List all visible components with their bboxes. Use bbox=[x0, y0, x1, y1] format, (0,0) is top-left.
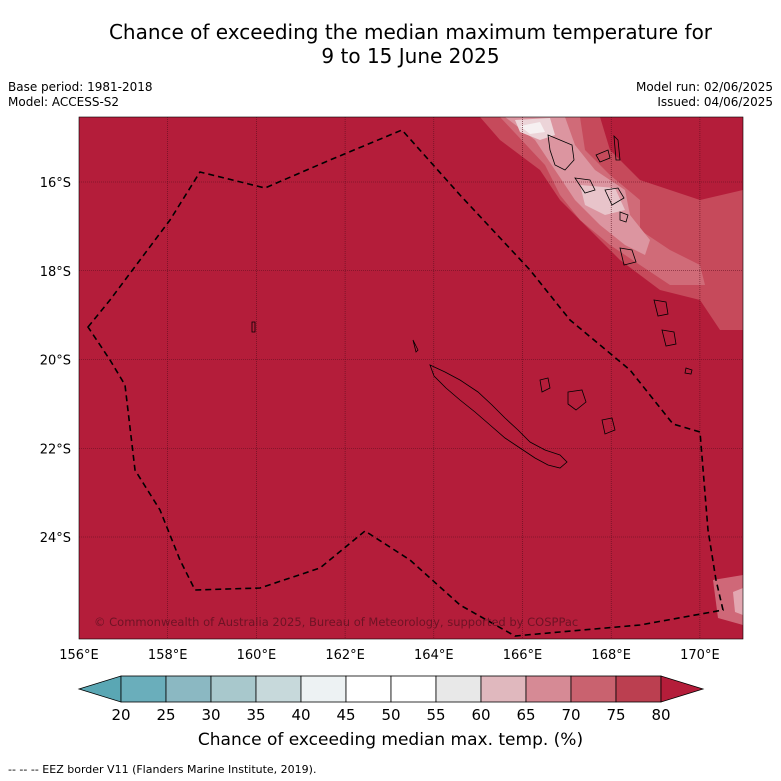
lat-tick-label: 22°S bbox=[40, 442, 71, 457]
colorbar-segment bbox=[435, 675, 482, 703]
anomaly-sw-corner-inner bbox=[733, 588, 743, 615]
lon-tick-label: 160°E bbox=[237, 648, 277, 663]
base-period: Base period: 1981-2018 bbox=[8, 80, 153, 94]
colorbar-tick-label: 55 bbox=[426, 706, 445, 724]
model-name: Model: ACCESS-S2 bbox=[8, 95, 120, 109]
colorbar-segment bbox=[120, 675, 167, 703]
colorbar-segment bbox=[210, 675, 257, 703]
colorbar-tick-label: 65 bbox=[516, 706, 535, 724]
lon-tick-label: 170°E bbox=[680, 648, 720, 663]
new-caledonia-grande-terre bbox=[429, 364, 568, 469]
base-info: Base period: 1981-2018 Model: ACCESS-S2 bbox=[8, 80, 153, 110]
colorbar-segment bbox=[480, 675, 527, 703]
title-line-1: Chance of exceeding the median maximum t… bbox=[108, 20, 713, 44]
small-island-west bbox=[251, 321, 419, 353]
colorbar-segment bbox=[345, 675, 392, 703]
lat-tick-label: 18°S bbox=[40, 265, 71, 280]
colorbar-tick-label: 50 bbox=[381, 706, 400, 724]
lon-tick-label: 156°E bbox=[59, 648, 99, 663]
colorbar-tick-label: 60 bbox=[471, 706, 490, 724]
eez-border bbox=[87, 129, 724, 637]
colorbar-tick-label: 25 bbox=[156, 706, 175, 724]
colorbar-min-arrow bbox=[77, 675, 122, 703]
anomaly-core-50 bbox=[520, 122, 545, 134]
colorbar-tick-label: 20 bbox=[111, 706, 130, 724]
lon-tick-label: 166°E bbox=[503, 648, 543, 663]
vanuatu-islands bbox=[547, 134, 693, 375]
colorbar-tick-label: 35 bbox=[246, 706, 265, 724]
run-info: Model run: 02/06/2025 Issued: 04/06/2025 bbox=[636, 80, 773, 110]
lat-tick-label: 16°S bbox=[40, 176, 71, 191]
title-line-2: 9 to 15 June 2025 bbox=[321, 44, 500, 68]
colorbar-tick-label: 75 bbox=[606, 706, 625, 724]
colorbar-segment bbox=[615, 675, 662, 703]
colorbar-segment bbox=[390, 675, 437, 703]
colorbar-segment bbox=[165, 675, 212, 703]
lon-tick-label: 168°E bbox=[591, 648, 631, 663]
colorbar-title: Chance of exceeding median max. temp. (%… bbox=[197, 730, 584, 750]
copyright-text: © Commonwealth of Australia 2025, Bureau… bbox=[94, 615, 578, 629]
lat-tick-label: 20°S bbox=[40, 354, 71, 369]
colorbar: 20 25 30 35 40 45 50 55 60 65 70 75 80 bbox=[77, 675, 705, 724]
map-area: © Commonwealth of Australia 2025, Bureau… bbox=[79, 117, 743, 639]
colorbar-tick-label: 70 bbox=[561, 706, 580, 724]
loyalty-islands bbox=[539, 377, 616, 435]
colorbar-tick-label: 30 bbox=[201, 706, 220, 724]
colorbar-segment bbox=[570, 675, 617, 703]
lon-tick-label: 164°E bbox=[414, 648, 454, 663]
latitude-labels: 16°S 18°S 20°S 22°S 24°S bbox=[40, 176, 71, 546]
colorbar-tick-label: 80 bbox=[651, 706, 670, 724]
lon-tick-label: 162°E bbox=[325, 648, 365, 663]
longitude-labels: 156°E 158°E 160°E 162°E 164°E 166°E 168°E 170°E bbox=[59, 648, 719, 663]
map-frame bbox=[78, 116, 744, 640]
footer-note: -- -- -- EEZ border V11 (Flanders Marine… bbox=[8, 763, 317, 776]
anomaly-sw-corner bbox=[713, 575, 743, 625]
colorbar-segment bbox=[255, 675, 302, 703]
anomaly-band-60 bbox=[505, 117, 650, 255]
model-run: Model run: 02/06/2025 bbox=[635, 80, 773, 94]
colorbar-segment bbox=[300, 675, 347, 703]
anomaly-core-se bbox=[580, 185, 625, 215]
graticule bbox=[79, 117, 743, 639]
map-title: Chance of exceeding the median maximum t… bbox=[0, 20, 781, 68]
colorbar-segment bbox=[525, 675, 572, 703]
colorbar-tick-label: 40 bbox=[291, 706, 310, 724]
lat-tick-label: 24°S bbox=[40, 531, 71, 546]
colorbar-max-arrow bbox=[660, 675, 705, 703]
lon-tick-label: 158°E bbox=[148, 648, 188, 663]
issued-date: Issued: 04/06/2025 bbox=[657, 95, 773, 109]
colorbar-tick-label: 45 bbox=[336, 706, 355, 724]
